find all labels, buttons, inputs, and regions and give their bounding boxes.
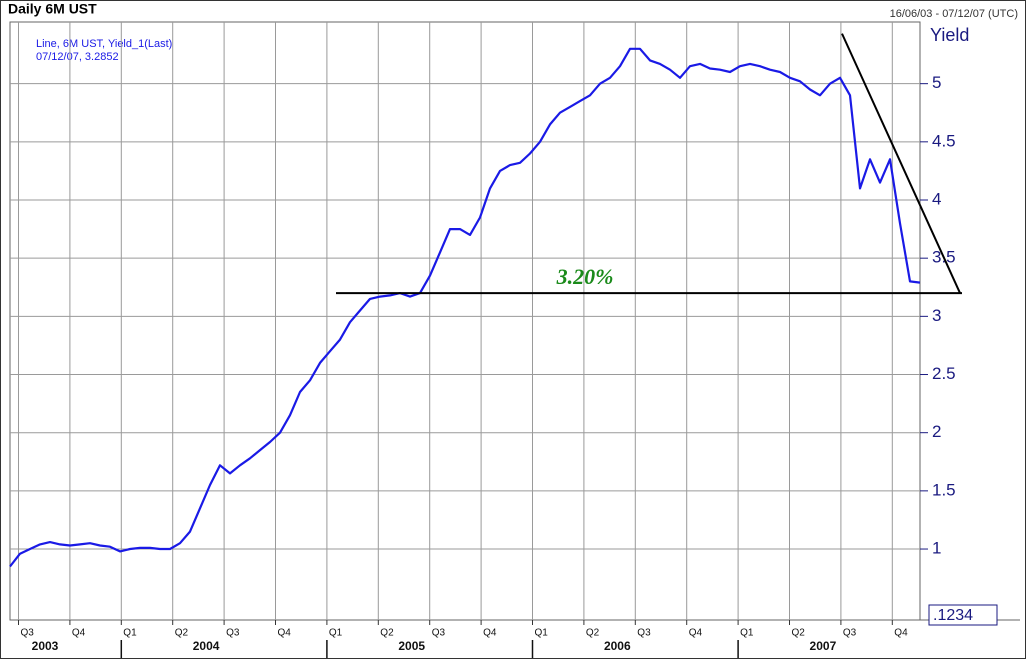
x-tick-label: Q2	[586, 628, 600, 639]
y-tick-label: 3	[932, 306, 941, 325]
x-tick-label: Q3	[432, 628, 446, 639]
legend-line: Line, 6M UST, Yield_1(Last)	[36, 38, 172, 50]
x-tick-label: Q3	[843, 628, 857, 639]
corner-label: .1234	[933, 607, 973, 624]
y-tick-label: 4.5	[932, 131, 956, 150]
x-tick-label: Q2	[792, 628, 806, 639]
x-tick-label: Q4	[689, 628, 703, 639]
date-range: 16/06/03 - 07/12/07 (UTC)	[890, 8, 1018, 20]
y-tick-label: 4	[932, 189, 941, 208]
year-label: 2007	[810, 639, 837, 653]
trend-line	[841, 33, 961, 294]
chart-title: Daily 6M UST	[8, 1, 97, 17]
year-label: 2004	[193, 639, 220, 653]
y-tick-label: 1.5	[932, 480, 956, 499]
x-tick-label: Q2	[380, 628, 394, 639]
y-tick-label: 2.5	[932, 364, 956, 383]
y-tick-label: 2	[932, 422, 941, 441]
year-label: 2003	[32, 639, 59, 653]
data-line	[9, 47, 921, 568]
x-tick-label: Q3	[21, 628, 35, 639]
x-tick-label: Q3	[637, 628, 651, 639]
x-tick-label: Q4	[72, 628, 86, 639]
x-tick-label: Q1	[123, 628, 137, 639]
support-label: 3.20%	[556, 264, 614, 289]
corner-box	[928, 604, 998, 626]
x-tick-label: Q1	[535, 628, 549, 639]
x-tick-label: Q1	[740, 628, 754, 639]
x-tick-label: Q4	[483, 628, 497, 639]
y-axis-label: Yield	[930, 25, 969, 45]
y-tick-label: 1	[932, 539, 941, 558]
x-tick-label: Q3	[226, 628, 240, 639]
x-tick-label: Q4	[278, 628, 292, 639]
x-tick-label: Q1	[329, 628, 343, 639]
x-tick-label: Q2	[175, 628, 189, 639]
x-tick-label: Q4	[894, 628, 908, 639]
legend-line: 07/12/07, 3.2852	[36, 51, 119, 63]
year-label: 2006	[604, 639, 631, 653]
plot-frame	[9, 21, 921, 621]
y-tick-label: 5	[932, 73, 941, 92]
year-label: 2005	[398, 639, 425, 653]
